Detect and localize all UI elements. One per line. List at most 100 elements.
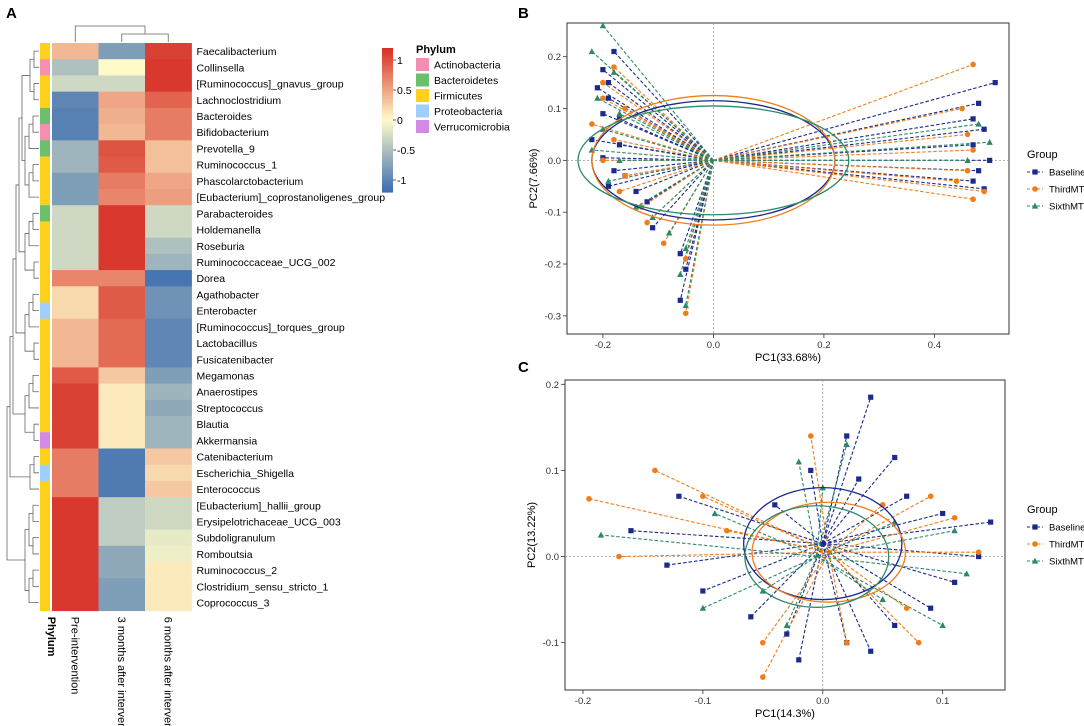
heatmap-cell: [52, 140, 99, 157]
heatmap-cell: [98, 334, 146, 352]
colorbar-segment: [382, 165, 393, 169]
column-dendrogram: [74, 25, 169, 42]
data-point: [599, 22, 607, 29]
data-point: [868, 648, 874, 654]
heatmap-cell: [52, 107, 99, 125]
spoke-line: [608, 159, 714, 187]
y-tick-label: 0.2: [548, 52, 561, 63]
legend-label: SixthMTH: [1049, 202, 1084, 213]
colorbar: 1 0.5 0 -0.5 -1: [382, 48, 415, 193]
colorbar-segment: [382, 184, 393, 188]
heatmap-row-label: Prevotella_9: [197, 143, 256, 155]
colorbar-segment: [382, 172, 393, 176]
heatmap-cell: [145, 140, 192, 157]
data-point: [760, 674, 766, 680]
dendrogram-branch: [32, 115, 39, 133]
heatmap-cell: [52, 497, 99, 514]
dendrogram-branch: [24, 529, 29, 591]
data-point: [1032, 524, 1038, 530]
heatmap-cell: [98, 464, 146, 482]
data-point: [981, 126, 987, 132]
heatmap-cell: [98, 205, 146, 222]
legend-label: ThirdMTH: [1049, 540, 1084, 551]
spoke-line: [679, 160, 714, 301]
spoke-line: [624, 159, 714, 177]
data-point: [879, 596, 886, 603]
phylum-strip-cell: [40, 188, 50, 206]
data-point: [605, 80, 612, 86]
colorbar-segment: [382, 110, 393, 114]
heatmap-cell: [52, 221, 99, 239]
spoke-line: [679, 160, 714, 254]
data-point: [844, 433, 850, 439]
y-tick-label: 0.0: [546, 552, 559, 563]
phylum-strip-cell: [40, 221, 50, 238]
heatmap-cell: [98, 578, 146, 595]
data-point: [594, 94, 601, 101]
x-axis-label: PC1(33.68%): [755, 352, 821, 364]
data-point: [992, 80, 998, 86]
heatmap-cell: [145, 286, 192, 303]
dendrogram-branch: [28, 512, 33, 547]
phylum-strip-cell: [40, 513, 50, 530]
dendrogram-branch: [32, 375, 39, 393]
heatmap-cell: [52, 529, 99, 547]
data-point: [988, 519, 994, 525]
heatmap-cell: [52, 172, 99, 190]
heatmap-cell: [98, 221, 146, 239]
colorbar-segment: [382, 57, 393, 61]
phylum-strip-cell: [40, 416, 50, 433]
data-point: [605, 183, 612, 189]
data-point: [652, 467, 658, 474]
colorbar-segment: [382, 105, 393, 109]
x-tick-label: 0.0: [707, 340, 720, 351]
heatmap-cell: [98, 75, 146, 93]
phylum-annotation-strip: [40, 43, 50, 611]
colorbar-tick-label: -1: [397, 175, 406, 187]
colorbar-segment: [382, 48, 393, 51]
y-tick-label: -0.2: [545, 260, 561, 271]
data-point: [682, 256, 689, 262]
colorbar-segment: [382, 134, 393, 138]
phylum-strip-cell: [40, 399, 50, 417]
colorbar-segment: [382, 60, 393, 63]
data-point: [589, 137, 595, 143]
heatmap-row-label: Faecalibacterium: [197, 46, 277, 58]
colorbar-segment: [382, 163, 393, 167]
phylum-strip-cell: [40, 529, 50, 547]
data-point: [682, 310, 689, 317]
y-tick-label: -0.1: [543, 638, 559, 649]
colorbar-segment: [382, 69, 393, 73]
phylum-legend-swatch: [416, 89, 429, 102]
heatmap-cell: [145, 448, 192, 466]
colorbar-segment: [382, 108, 393, 111]
colorbar-segment: [382, 88, 393, 92]
pcoa-plot-c: -0.2 -0.1 0.0 0.1 -0.1 0.0 0.1 0.2 PC1(14.3%) PC2…: [526, 379, 1084, 720]
heatmap-cell: [98, 480, 146, 498]
legend-label: Baseline: [1049, 523, 1084, 534]
data-point: [760, 639, 766, 646]
heatmap-cell: [98, 253, 146, 271]
colorbar-segment: [382, 156, 393, 159]
data-point: [964, 131, 971, 138]
spoke-line: [816, 487, 824, 557]
spoke-line: [816, 555, 967, 575]
colorbar-segment: [382, 112, 393, 116]
data-point: [683, 266, 689, 272]
phylum-strip-cell: [40, 334, 50, 352]
phylum-strip-cell: [40, 107, 50, 125]
spoke-line: [618, 551, 829, 558]
heatmap-row-label: Ruminococcus_2: [197, 565, 278, 577]
spoke-line: [619, 113, 714, 161]
plot-frame: [566, 22, 1010, 335]
phylum-strip-cell: [40, 578, 50, 595]
colorbar-tick-label: 0.5: [397, 85, 412, 97]
data-point: [594, 85, 600, 91]
heatmap-cell: [52, 75, 99, 93]
data-point: [748, 614, 754, 620]
data-point: [927, 493, 934, 500]
heatmap-cell: [98, 399, 146, 417]
dendrogram-branch: [28, 172, 39, 198]
heatmap-row-label: Ruminococcaceae_UCG_002: [197, 257, 336, 269]
spoke-line: [816, 521, 895, 558]
